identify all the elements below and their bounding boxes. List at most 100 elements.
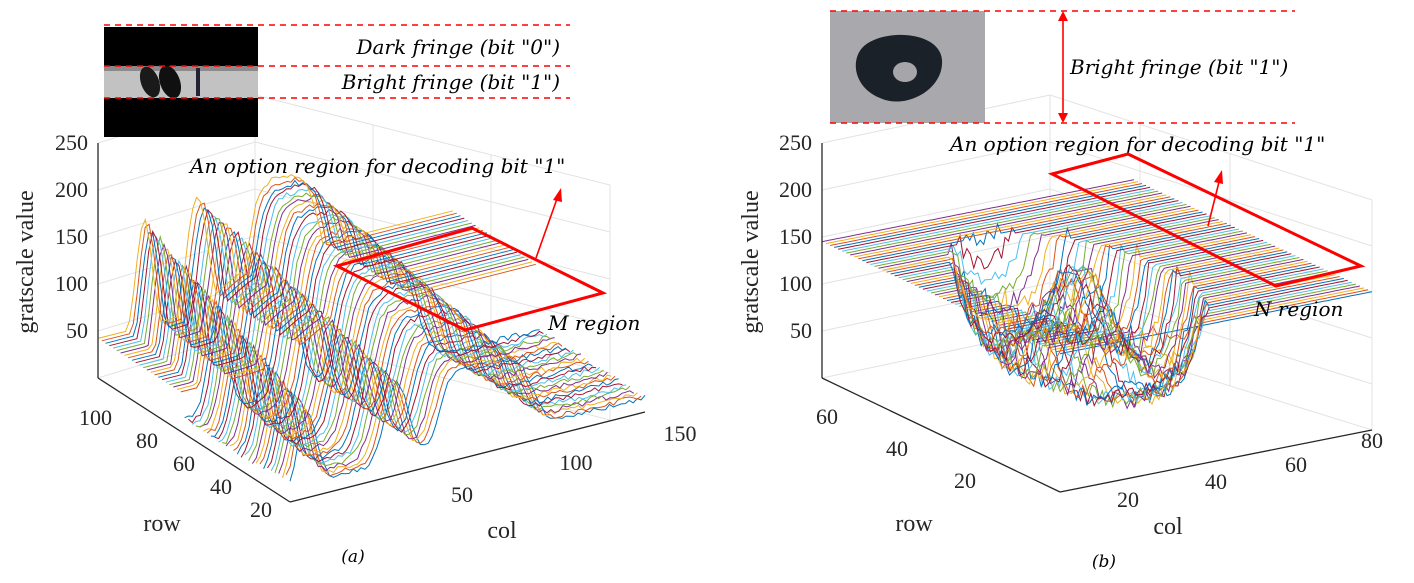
z-tick: 50 <box>66 318 88 343</box>
waterfall-row-line <box>1027 276 1340 408</box>
row-tick: 40 <box>886 436 908 461</box>
z-tick: 250 <box>55 130 88 155</box>
m-region-arrow <box>535 188 562 259</box>
waterfall-row-line <box>184 255 540 419</box>
waterfall-row-line <box>150 223 506 373</box>
z-tick: 250 <box>779 130 812 155</box>
m-region-box <box>332 226 608 332</box>
waterfall-row-line <box>251 318 608 464</box>
waterfall-row-line <box>259 328 616 465</box>
waterfall-row-line <box>154 227 510 376</box>
row-tick: 60 <box>173 451 195 476</box>
waterfall-row-line <box>1003 264 1316 406</box>
panel-a-row-label: row <box>143 511 181 537</box>
waterfall-row-line <box>229 298 586 447</box>
n-region-box <box>1047 152 1366 288</box>
waterfall-row-line <box>983 255 1296 390</box>
col-tick: 100 <box>560 450 593 475</box>
waterfall-row-line <box>995 260 1308 395</box>
waterfall-row-line <box>97 174 454 339</box>
z-tick: 150 <box>779 224 812 249</box>
col-tick: 50 <box>451 482 473 507</box>
waterfall-row-line <box>169 242 525 386</box>
n-region-label: N region <box>1253 297 1343 321</box>
panel-a-inset-image <box>104 27 258 137</box>
waterfall-row-line <box>225 294 582 447</box>
waterfall-row-line <box>270 337 627 472</box>
waterfall-row-line <box>959 243 1272 380</box>
waterfall-row-line <box>101 176 457 342</box>
panel-b: 250 200 150 100 50 60 40 20 20 40 60 80 … <box>738 10 1383 572</box>
panel-b-row-label: row <box>895 511 933 537</box>
panel-b-fringe-guides <box>830 10 1295 124</box>
col-tick: 60 <box>1285 452 1307 477</box>
waterfall-row-line <box>914 222 1227 358</box>
bright-fringe-label-b: Bright fringe (bit "1") <box>1069 55 1288 79</box>
col-tick: 40 <box>1205 469 1227 494</box>
waterfall-row-line <box>979 253 1292 388</box>
waterfall-row-line <box>1019 272 1332 410</box>
z-tick: 50 <box>790 318 812 343</box>
panel-a-grid <box>97 94 611 421</box>
waterfall-row-line <box>188 259 544 424</box>
col-tick: 150 <box>664 421 697 446</box>
panel-a-fringe-guides <box>104 24 570 99</box>
panel-b-inset-image <box>830 11 985 123</box>
m-region-label: M region <box>547 311 640 335</box>
waterfall-row-line <box>116 192 472 352</box>
col-tick: 20 <box>1117 487 1139 512</box>
waterfall-row-line <box>878 205 1191 314</box>
option-region-label-b: An option region for decoding bit "1" <box>948 132 1325 156</box>
waterfall-row-line <box>233 301 589 451</box>
waterfall-row-line <box>922 226 1235 363</box>
row-tick: 100 <box>79 405 112 430</box>
panel-a-waterfall <box>97 174 646 482</box>
dark-fringe-label: Dark fringe (bit "0") <box>355 35 560 59</box>
panel-b-zlabel: gratscale value <box>738 190 764 333</box>
row-tick: 60 <box>816 404 838 429</box>
waterfall-row-line <box>139 214 495 366</box>
z-tick: 150 <box>55 224 88 249</box>
col-tick: 80 <box>1361 428 1383 453</box>
waterfall-row-line <box>120 194 476 354</box>
waterfall-row-line <box>222 293 578 444</box>
panel-b-col-label: col <box>1153 514 1183 540</box>
waterfall-row-line <box>210 280 567 437</box>
bright-fringe-height-arrow <box>1058 11 1068 123</box>
row-tick: 20 <box>250 497 272 522</box>
waterfall-row-line <box>146 219 503 371</box>
waterfall-row-line <box>934 232 1247 366</box>
waterfall-row-line <box>1011 268 1324 405</box>
bright-fringe-label-a: Bright fringe (bit "1") <box>341 70 560 94</box>
z-tick: 100 <box>779 271 812 296</box>
z-tick: 200 <box>779 177 812 202</box>
waterfall-row-line <box>127 203 484 359</box>
panel-b-col-ticks: 20 40 60 80 <box>1117 428 1383 512</box>
waterfall-row-line <box>105 179 461 344</box>
row-tick: 20 <box>954 468 976 493</box>
panel-b-z-ticks: 250 200 150 100 50 <box>779 130 812 343</box>
waterfall-row-line <box>1007 266 1320 407</box>
waterfall-row-line <box>195 265 552 428</box>
waterfall-row-line <box>203 274 559 432</box>
panel-a: 250 200 150 100 50 100 80 60 40 20 50 10… <box>13 24 697 567</box>
option-region-label-a: An option region for decoding bit "1" <box>188 154 565 178</box>
row-tick: 40 <box>210 474 232 499</box>
n-region-arrow <box>1207 170 1223 227</box>
panel-a-axes <box>97 143 646 503</box>
waterfall-row-line <box>244 312 601 456</box>
waterfall-row-line <box>255 324 612 464</box>
waterfall-row-line <box>236 305 593 455</box>
panel-a-col-label: col <box>487 518 517 544</box>
waterfall-row-line <box>135 208 491 364</box>
waterfall-row-line <box>289 356 646 482</box>
panel-b-caption: (b) <box>1092 552 1116 572</box>
waterfall-row-line <box>199 269 555 428</box>
waterfall-row-line <box>999 262 1312 399</box>
waterfall-row-line <box>143 215 499 369</box>
panel-a-zlabel: gratscale value <box>13 190 39 333</box>
panel-b-axes <box>821 143 1373 493</box>
panel-b-waterfall <box>821 179 1373 410</box>
panel-b-row-ticks: 60 40 20 <box>816 404 976 493</box>
